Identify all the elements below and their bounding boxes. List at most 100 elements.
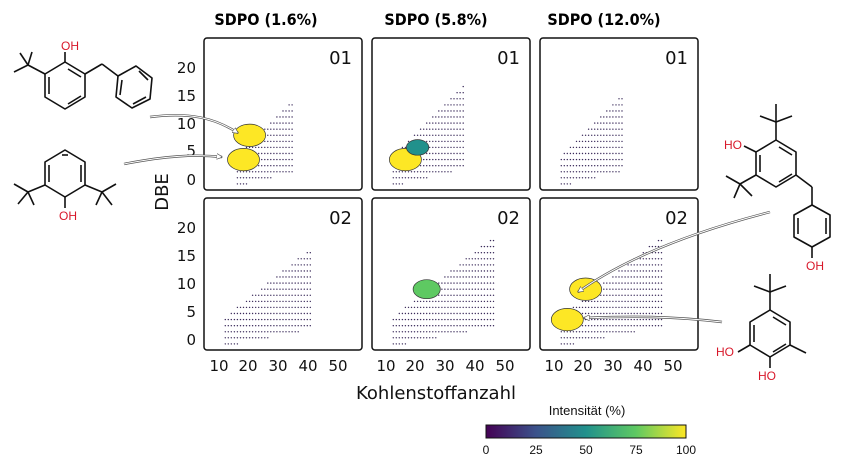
data-point xyxy=(480,270,483,272)
data-point xyxy=(444,146,446,149)
data-point xyxy=(398,337,400,339)
data-point xyxy=(603,165,605,167)
data-point xyxy=(459,282,461,284)
data-point xyxy=(435,325,437,327)
data-point xyxy=(642,306,644,309)
data-point xyxy=(636,318,638,321)
data-point xyxy=(444,331,446,333)
data-point xyxy=(395,343,397,345)
data-point xyxy=(612,331,614,333)
data-point xyxy=(251,300,254,303)
data-point xyxy=(264,146,266,149)
data-point xyxy=(636,288,638,290)
data-point xyxy=(248,325,251,327)
data-point xyxy=(395,337,397,339)
data-point xyxy=(438,325,440,327)
data-point xyxy=(603,128,605,130)
data-point xyxy=(581,312,584,315)
data-point xyxy=(300,294,302,296)
data-point xyxy=(660,300,663,303)
data-point xyxy=(627,294,629,296)
data-point xyxy=(597,171,599,173)
data-point xyxy=(581,300,584,303)
data-point xyxy=(578,152,581,155)
colorbar-tick-75: 75 xyxy=(629,443,643,457)
data-point xyxy=(276,312,278,315)
data-point xyxy=(453,110,455,112)
data-point xyxy=(224,325,226,327)
data-point xyxy=(624,270,626,272)
data-point xyxy=(606,325,608,327)
data-point xyxy=(474,300,476,303)
data-point xyxy=(459,312,461,315)
data-point xyxy=(492,288,495,290)
data-point xyxy=(660,306,663,309)
data-point xyxy=(236,337,239,339)
data-point xyxy=(459,98,461,100)
y-tick-10: 10 xyxy=(177,115,196,133)
data-point xyxy=(426,331,428,333)
data-point xyxy=(459,165,461,167)
data-point xyxy=(288,158,290,161)
data-point xyxy=(416,337,419,339)
data-point xyxy=(615,300,617,303)
ho-label: HO xyxy=(758,369,776,383)
data-point xyxy=(477,264,479,266)
data-point xyxy=(267,152,269,155)
x-tick-30: 30 xyxy=(603,357,622,375)
data-point xyxy=(486,270,489,272)
data-point xyxy=(398,171,400,173)
data-point xyxy=(645,318,647,321)
data-point xyxy=(618,165,620,167)
data-point xyxy=(444,276,446,278)
data-point xyxy=(450,146,452,149)
data-point xyxy=(657,300,660,303)
data-point xyxy=(594,165,596,167)
data-point xyxy=(450,98,452,100)
data-point xyxy=(597,318,599,321)
oh-label: OH xyxy=(806,259,824,273)
data-point xyxy=(489,258,492,260)
data-point xyxy=(270,140,272,143)
data-point xyxy=(654,276,657,278)
data-point xyxy=(636,282,638,284)
data-point xyxy=(267,300,269,303)
data-point xyxy=(612,134,614,136)
data-point xyxy=(450,140,452,143)
data-point xyxy=(612,171,614,173)
data-point xyxy=(413,134,416,136)
data-point xyxy=(603,152,605,155)
data-point xyxy=(453,282,455,284)
data-point xyxy=(483,294,486,296)
data-point xyxy=(627,306,629,309)
data-point xyxy=(306,288,308,290)
data-point xyxy=(654,245,657,248)
data-point xyxy=(630,312,632,315)
data-point xyxy=(600,312,602,315)
data-point xyxy=(270,325,272,327)
colorbar-tick-0: 0 xyxy=(483,443,490,457)
data-point xyxy=(245,331,248,333)
data-point xyxy=(459,152,461,155)
data-point xyxy=(267,312,269,315)
data-point xyxy=(270,294,272,296)
data-point xyxy=(456,122,458,124)
data-point xyxy=(486,252,489,254)
data-point xyxy=(603,134,605,136)
data-point xyxy=(459,331,461,333)
data-point xyxy=(438,152,440,155)
data-point xyxy=(569,183,572,185)
data-point xyxy=(474,318,476,321)
data-point xyxy=(306,252,308,254)
data-point xyxy=(621,122,623,124)
data-point xyxy=(453,300,455,303)
data-point xyxy=(282,325,284,327)
data-point xyxy=(581,177,584,179)
data-point xyxy=(612,122,614,124)
data-point xyxy=(426,122,428,124)
data-point xyxy=(456,300,458,303)
data-point xyxy=(651,312,654,315)
data-point xyxy=(456,165,458,167)
data-point xyxy=(410,171,413,173)
data-point xyxy=(261,337,263,339)
